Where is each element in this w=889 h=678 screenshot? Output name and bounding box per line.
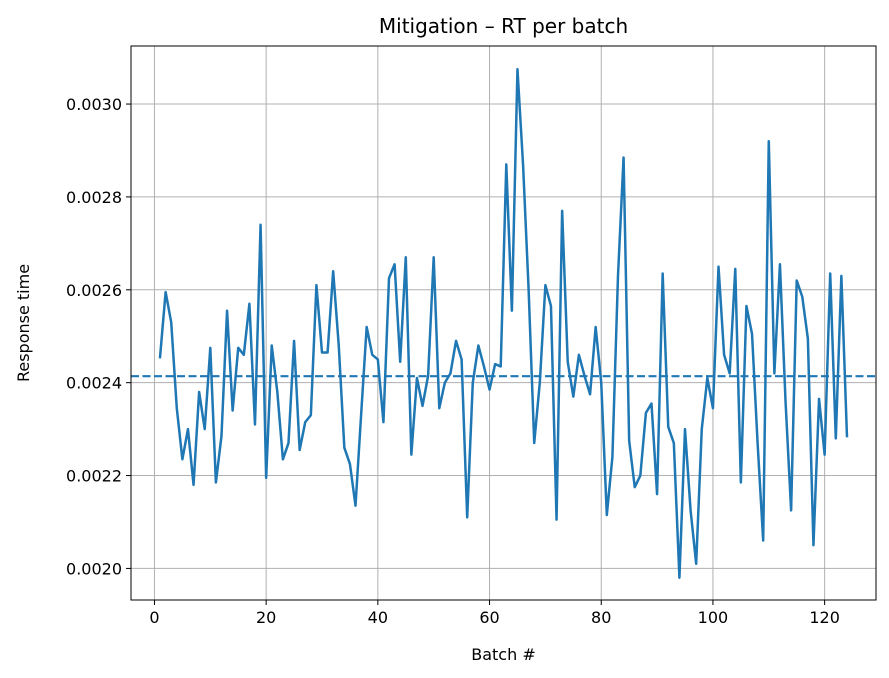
y-axis-label: Response time	[14, 264, 33, 382]
x-axis-ticks: 0 20 40 60 80 100 120	[149, 600, 840, 627]
grid	[131, 46, 876, 600]
data-layer	[131, 67, 876, 579]
chart-title: Mitigation – RT per batch	[379, 14, 628, 38]
y-tick-label: 0.0028	[66, 188, 122, 207]
x-tick-label: 100	[698, 608, 729, 627]
x-tick-label: 60	[479, 608, 499, 627]
y-tick-label: 0.0022	[66, 467, 122, 486]
y-tick-label: 0.0026	[66, 281, 122, 300]
y-tick-label: 0.0024	[66, 374, 122, 393]
y-tick-label: 0.0030	[66, 95, 122, 114]
series-line	[158, 67, 849, 579]
x-tick-label: 120	[809, 608, 840, 627]
x-axis-label: Batch #	[471, 645, 535, 664]
x-tick-label: 20	[256, 608, 276, 627]
x-tick-label: 80	[591, 608, 611, 627]
x-tick-label: 0	[149, 608, 159, 627]
plot-frame	[130, 45, 877, 601]
y-tick-label: 0.0020	[66, 559, 122, 578]
y-axis-ticks: 0.0020 0.0022 0.0024 0.0026 0.0028 0.0030	[66, 95, 131, 578]
x-tick-label: 40	[368, 608, 388, 627]
